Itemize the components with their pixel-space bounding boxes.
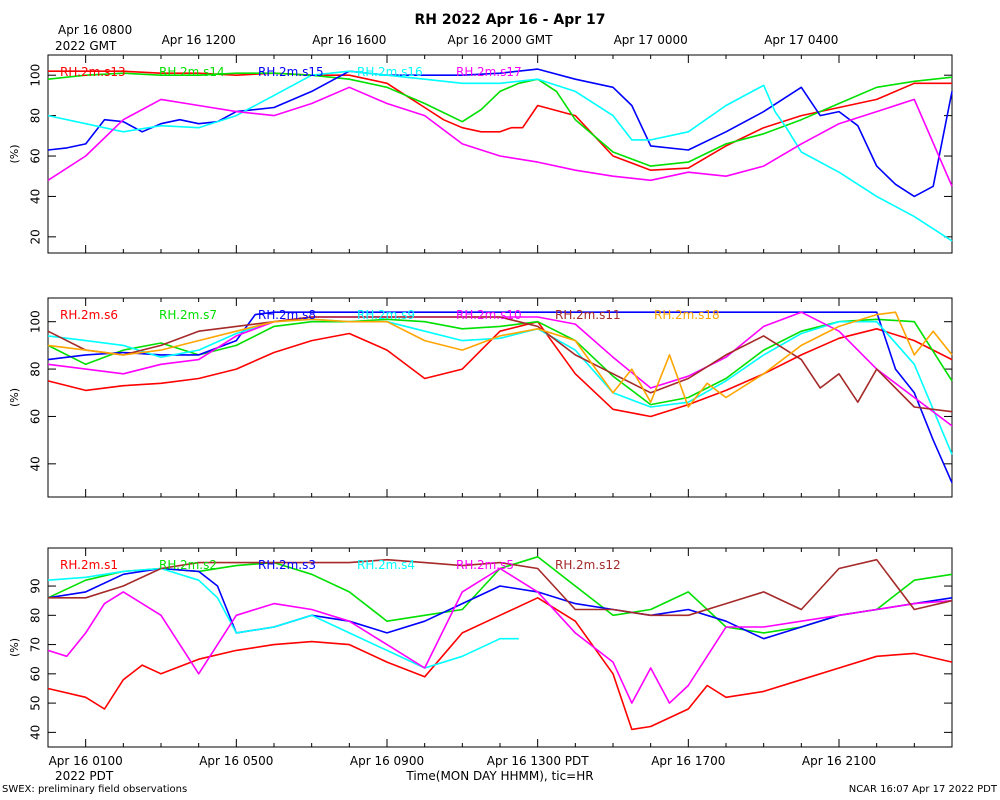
legend-entry: RH.2m.s11 xyxy=(555,308,621,322)
x-axis-label: Time(MON DAY HHMM), tic=HR xyxy=(405,769,593,783)
bottom-axis-tick-label: Apr 16 0900 xyxy=(350,754,424,768)
legend-entry: RH.2m.s8 xyxy=(258,308,316,322)
y-tick-label: 60 xyxy=(29,666,43,681)
top-axis-tick-label: Apr 16 0800 xyxy=(58,23,132,37)
y-tick-label: 60 xyxy=(29,148,43,163)
y-axis-label: (%) xyxy=(8,388,21,407)
series-line-rh-2m-s5 xyxy=(47,567,953,704)
y-axis-label: (%) xyxy=(8,144,21,163)
legend-entry: RH.2m.s6 xyxy=(60,308,118,322)
series-line-rh-2m-s6 xyxy=(47,320,953,418)
legend-entry: RH.2m.s15 xyxy=(258,65,324,79)
panel-3: 40 50 60 70 80 90 (%) RH.2m.s1 RH.2m.s2 RH.2m.s3 R… xyxy=(8,547,953,748)
panel-1: 20 40 60 80 100 (%) RH.2m.s13 RH.2m.s14 RH.2m.s1… xyxy=(8,54,953,254)
series-line-rh-2m-s3 xyxy=(47,567,953,640)
top-axis-tick-label: Apr 17 0000 xyxy=(614,33,688,47)
legend-entry: RH.2m.s16 xyxy=(357,65,423,79)
legend-entry: RH.2m.s10 xyxy=(456,308,522,322)
y-tick-label: 40 xyxy=(29,456,43,471)
bottom-axis-tick-label: Apr 16 1700 xyxy=(651,754,725,768)
bottom-axis-tick-label: Apr 16 2100 xyxy=(802,754,876,768)
legend-entry: RH.2m.s3 xyxy=(258,558,316,572)
top-axis-first-tick-sub: 2022 GMT xyxy=(55,39,117,53)
y-tick-label: 40 xyxy=(29,189,43,204)
panel-frame xyxy=(47,547,953,748)
bottom-axis-tick-label: Apr 16 0100 xyxy=(49,754,123,768)
y-tick-label: 80 xyxy=(29,108,43,123)
legend-entry: RH.2m.s9 xyxy=(357,308,415,322)
y-tick-label: 80 xyxy=(29,608,43,623)
legend-entry: RH.2m.s5 xyxy=(456,558,514,572)
series-line-rh-2m-s17 xyxy=(47,86,953,187)
y-axis-label: (%) xyxy=(8,638,21,657)
legend-entry: RH.2m.s12 xyxy=(555,558,621,572)
bottom-axis-tick-label: Apr 16 0500 xyxy=(199,754,273,768)
y-tick-label: 100 xyxy=(29,64,43,87)
series-line-rh-2m-s13 xyxy=(48,70,952,171)
y-tick-label: 70 xyxy=(29,637,43,652)
legend-entry: RH.2m.s14 xyxy=(159,65,225,79)
series-line-rh-2m-s16 xyxy=(47,70,953,242)
y-tick-label: 80 xyxy=(29,361,43,376)
y-tick-label: 40 xyxy=(29,725,43,740)
legend-entry: RH.2m.s1 xyxy=(60,558,118,572)
series-line-rh-2m-s9 xyxy=(47,318,953,455)
top-axis-tick-label: Apr 16 2000 GMT xyxy=(448,33,554,47)
series-line-rh-2m-s12 xyxy=(48,558,953,617)
y-tick-label: 60 xyxy=(29,409,43,424)
legend-entry: RH.2m.s18 xyxy=(654,308,720,322)
legend-entry: RH.2m.s7 xyxy=(159,308,217,322)
panel-2: 40 60 80 100 (%) RH.2m.s6 RH.2m.s7 RH.2m.s8 RH.2… xyxy=(8,297,953,498)
y-tick-label: 100 xyxy=(29,310,43,333)
footer-left: SWEX: preliminary field observations xyxy=(2,784,187,795)
footer-right: NCAR 16:07 Apr 17 2022 PDT xyxy=(849,784,998,795)
chart-title: RH 2022 Apr 16 - Apr 17 xyxy=(414,12,605,28)
panel-frame xyxy=(47,54,953,254)
series-line-rh-2m-s14 xyxy=(47,72,953,167)
top-axis-tick-label: Apr 16 1200 xyxy=(162,33,236,47)
series-line-rh-2m-s11 xyxy=(47,316,953,413)
series-line-rh-2m-s18 xyxy=(47,311,953,408)
top-axis-tick-label: Apr 17 0400 xyxy=(764,33,838,47)
legend-entry: RH.2m.s4 xyxy=(357,558,415,572)
top-axis-tick-label: Apr 16 1600 xyxy=(312,33,386,47)
y-tick-label: 90 xyxy=(29,578,43,593)
series-line-rh-2m-s4 xyxy=(47,567,519,669)
series-line-rh-2m-s1 xyxy=(47,596,953,731)
legend-entry: RH.2m.s13 xyxy=(60,65,126,79)
bottom-axis-tick-label: Apr 16 1300 PDT xyxy=(487,754,589,768)
y-tick-label: 20 xyxy=(29,229,43,244)
bottom-axis-first-tick-sub: 2022 PDT xyxy=(55,769,114,783)
y-tick-label: 50 xyxy=(29,695,43,710)
legend-entry: RH.2m.s17 xyxy=(456,65,522,79)
legend-entry: RH.2m.s2 xyxy=(159,558,217,572)
series-line-rh-2m-s15 xyxy=(47,68,953,198)
